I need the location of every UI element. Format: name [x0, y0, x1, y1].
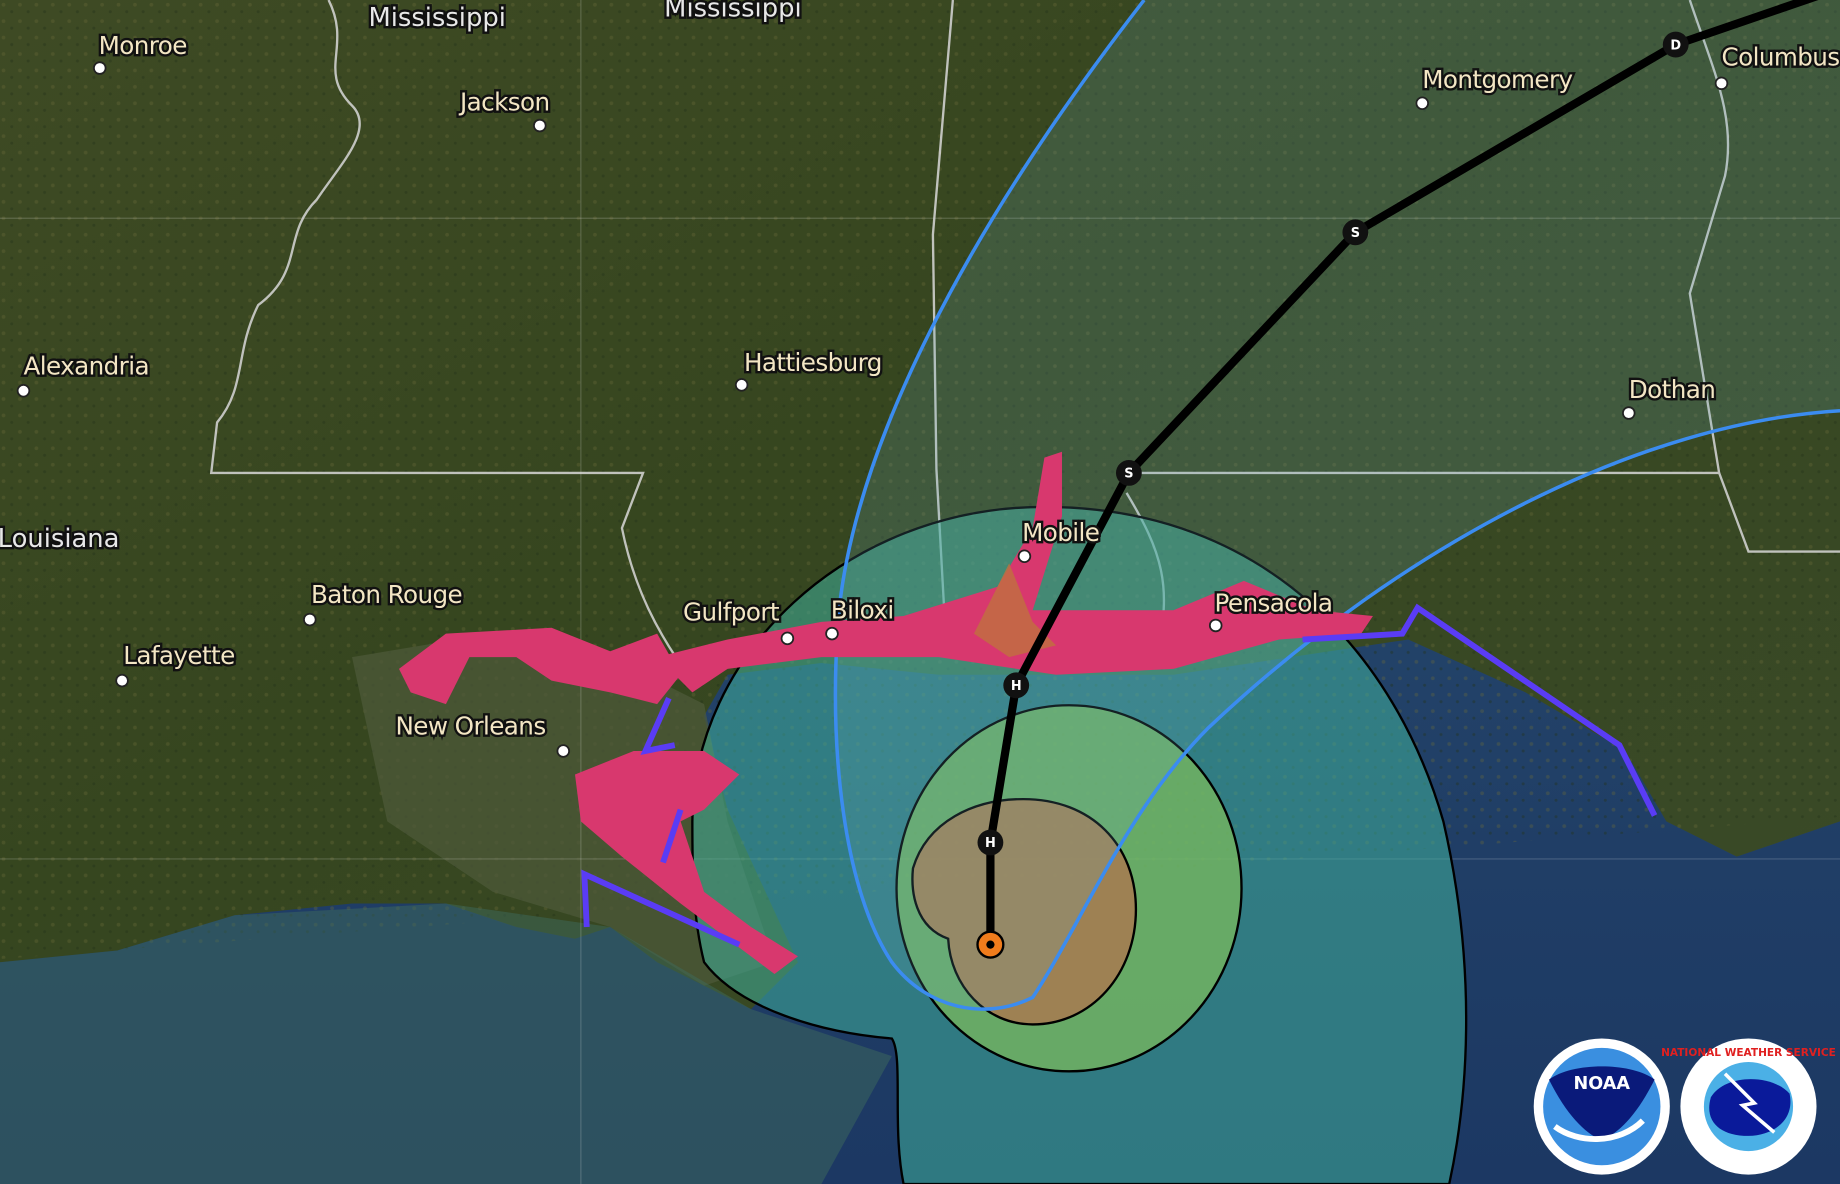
forecast-cone-outline	[833, 0, 1840, 1011]
city-label-jackson: Jackson	[458, 87, 550, 116]
city-label-dothan: Dothan	[1629, 375, 1715, 404]
track-point-hurricane-2: H	[977, 829, 1004, 856]
city-label-gulfport: Gulfport	[683, 598, 780, 627]
city-label-biloxi: Biloxi	[831, 595, 894, 624]
delta-marsh	[352, 633, 775, 986]
coastal-shelf	[0, 903, 892, 1184]
track-point-depression: D	[1662, 31, 1689, 58]
state-label-mississippi: Mississippi	[368, 3, 505, 33]
storm-surge-inundation	[973, 563, 1057, 658]
track-point-hurricane-1: H	[1003, 672, 1030, 699]
noaa-logo[interactable]: NOAA	[1533, 1038, 1670, 1175]
svg-text:H: H	[985, 836, 996, 851]
nws-logo-text: NATIONAL WEATHER SERVICE	[1661, 1047, 1836, 1059]
track-point-markers: H H S S D	[977, 31, 1689, 856]
city-dots	[16, 61, 1729, 758]
track-point-storm-1: S	[1115, 459, 1142, 486]
svg-text:H: H	[1011, 679, 1022, 694]
svg-text:D: D	[1670, 38, 1681, 53]
svg-text:S: S	[1124, 467, 1133, 482]
svg-text:NOAA: NOAA	[1574, 1074, 1631, 1094]
city-label-alexandria: Alexandria	[23, 351, 149, 380]
city-label-pensacola: Pensacola	[1215, 588, 1333, 617]
city-label-baton-rouge: Baton Rouge	[311, 580, 462, 609]
forecast-cone-fill	[835, 0, 1840, 1010]
current-position-icon[interactable]	[976, 930, 1005, 959]
city-label-monroe: Monroe	[99, 31, 187, 60]
city-label-columbus: Columbus	[1721, 43, 1839, 72]
hurricane-wind-field	[911, 797, 1138, 1026]
city-label-lafayette: Lafayette	[123, 641, 234, 670]
svg-text:S: S	[1351, 226, 1360, 241]
state-label-louisiana: Louisiana	[0, 524, 119, 554]
track-point-storm-2: S	[1342, 219, 1369, 246]
nws-logo[interactable]: NATIONAL WEATHER SERVICE	[1661, 1038, 1836, 1175]
city-label-hattiesburg: Hattiesburg	[744, 348, 882, 377]
city-label-new-orleans: New Orleans	[395, 712, 545, 741]
hurricane-warning-lines	[581, 603, 1658, 948]
city-label-mobile: Mobile	[1022, 518, 1099, 547]
city-label-montgomery: Montgomery	[1422, 65, 1572, 94]
state-label-mississippi-2: Mississippi	[664, 0, 801, 23]
